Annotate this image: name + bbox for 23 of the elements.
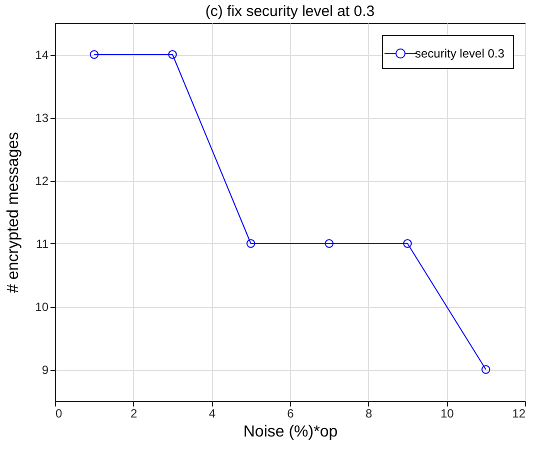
y-axis-title: # encrypted messages [5,132,22,293]
x-tick-label: 8 [365,406,372,420]
point [403,239,412,248]
point [168,50,177,59]
x-tick-label: 10 [440,406,454,420]
x-tick-label: 0 [56,406,62,420]
chart-title: (c) fix security level at 0.3 [205,3,375,20]
y-tick-label: 9 [42,363,49,377]
point [324,239,334,248]
y-tick-label: 12 [35,174,49,188]
x-tick-label: 4 [208,406,216,420]
x-tick-label: 2 [130,406,138,420]
y-tick-label: 10 [35,300,49,314]
x-axis-title: Noise (%)*op [243,424,338,440]
x-tick-label: 6 [287,406,294,420]
y-tick-label: 13 [35,111,49,125]
y-tick-label: 14 [35,48,49,62]
point [90,50,99,59]
point [481,365,490,374]
x-tick-label: 12 [512,406,526,420]
point [246,239,256,248]
y-tick-label: 11 [36,237,49,251]
legend-label: security level 0.3 [415,46,505,60]
